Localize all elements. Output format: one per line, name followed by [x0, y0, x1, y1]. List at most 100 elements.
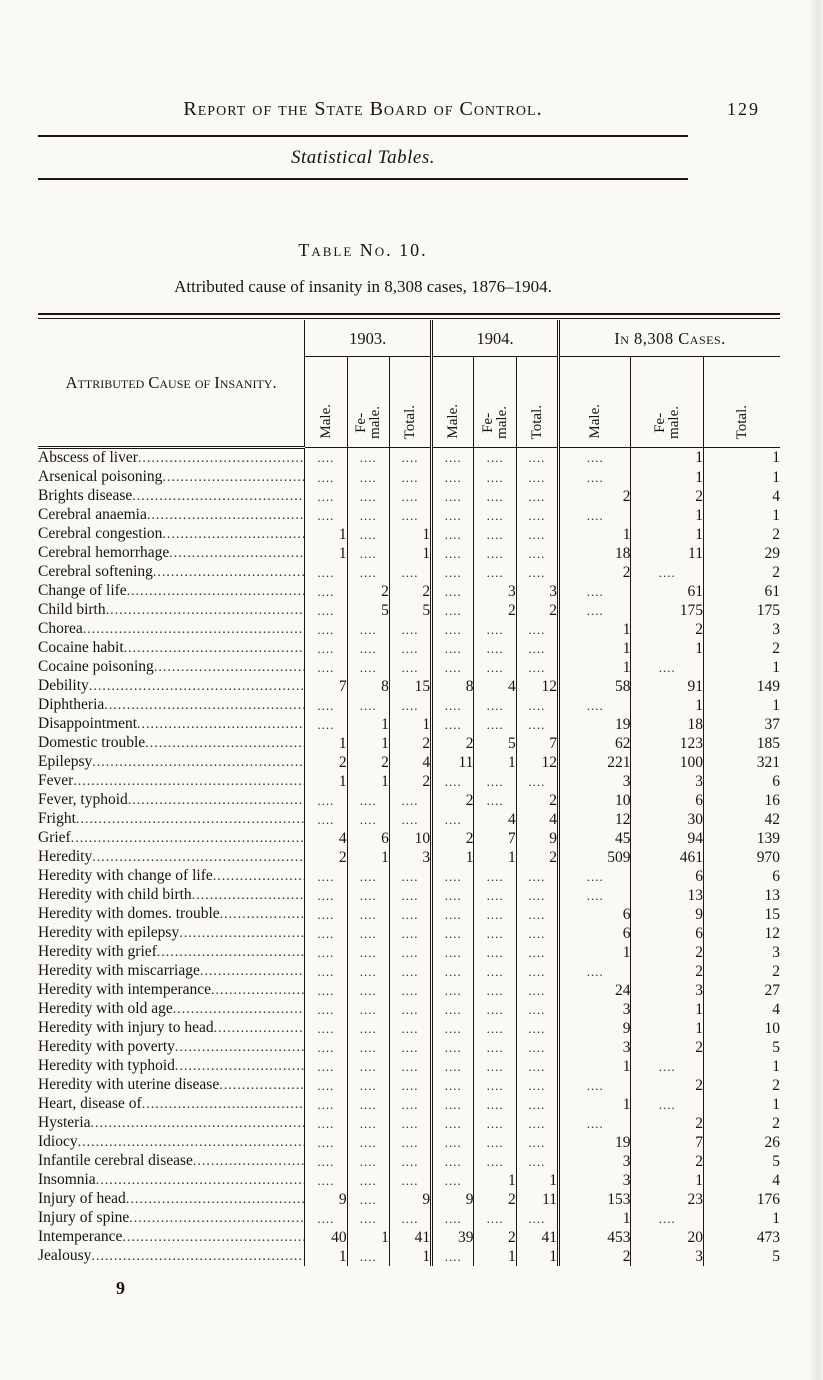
value-cell: ....: [430, 1209, 474, 1228]
dot-leader: [138, 450, 304, 468]
value-cell: 1: [338, 544, 347, 562]
value-cell: 39: [430, 1228, 474, 1247]
row-label: Child birth: [38, 601, 306, 620]
row-label: Diphtheria: [38, 696, 306, 715]
row-label: Heredity: [38, 848, 306, 867]
row-label: Heart, disease of: [38, 1095, 306, 1114]
value-cell: 62: [556, 734, 631, 753]
value-cell: ....: [556, 962, 631, 981]
row-label: Debility: [38, 677, 306, 696]
value-cell: 5: [388, 601, 432, 620]
value-cell: ....: [388, 563, 432, 582]
value-cell: 40: [331, 1228, 347, 1246]
row-label: Cerebral hemorrhage: [38, 544, 306, 563]
table-row: Infantile cerebral disease..............…: [38, 1152, 780, 1171]
table-row: Brights disease........................2…: [38, 487, 780, 506]
col-header-male-1903: Male.: [304, 356, 348, 448]
value-cell: 8: [430, 677, 474, 696]
value-cell: ....: [346, 943, 390, 962]
value-cell: ....: [317, 792, 335, 808]
value-cell: ....: [430, 1152, 474, 1171]
value-cell: ....: [473, 1000, 517, 1019]
value-cell: ....: [473, 487, 517, 506]
value-cell: 1: [702, 696, 780, 715]
value-cell: ....: [430, 639, 474, 658]
value-cell: 1: [702, 506, 780, 525]
value-cell: 1: [556, 1057, 631, 1076]
dot-leader: [71, 830, 304, 848]
value-cell: ....: [556, 1114, 631, 1133]
value-cell: 3: [630, 981, 704, 1000]
value-cell: ....: [430, 1133, 474, 1152]
value-cell: ....: [473, 1095, 517, 1114]
value-cell: ....: [473, 506, 517, 525]
value-cell: 24: [556, 981, 631, 1000]
table-row: Cerebral anaemia........................…: [38, 506, 780, 525]
value-cell: 12: [515, 677, 559, 696]
value-cell: 321: [702, 753, 780, 772]
col-header-total-8308: Total.: [702, 356, 780, 448]
value-cell: 16: [702, 791, 780, 810]
value-cell: ....: [430, 886, 474, 905]
value-cell: 139: [702, 829, 780, 848]
value-cell: ....: [317, 450, 335, 465]
value-cell: 11: [430, 753, 474, 772]
value-cell: 1: [630, 1171, 704, 1190]
value-cell: ....: [346, 867, 390, 886]
value-cell: ....: [515, 1038, 559, 1057]
value-cell: 2: [473, 601, 517, 620]
group-header-1904: 1904.: [430, 320, 559, 357]
value-cell: ....: [346, 639, 390, 658]
value-cell: 18: [556, 544, 631, 563]
running-header: Report of the State Board of Control. 12…: [38, 98, 758, 121]
value-cell: 6: [702, 867, 780, 886]
value-cell: 5: [702, 1152, 780, 1171]
value-cell: 2: [346, 582, 390, 601]
value-cell: ....: [346, 1057, 390, 1076]
value-cell: ....: [473, 447, 517, 468]
value-cell: ....: [346, 525, 390, 544]
value-cell: 13: [630, 886, 704, 905]
dot-leader: [96, 1172, 304, 1190]
value-cell: 3: [556, 1038, 631, 1057]
value-cell: ....: [515, 1209, 559, 1228]
value-cell: ....: [430, 1057, 474, 1076]
value-cell: 1: [473, 753, 517, 772]
value-cell: ....: [473, 981, 517, 1000]
value-cell: ....: [430, 487, 474, 506]
value-cell: 221: [556, 753, 631, 772]
value-cell: ....: [317, 1020, 335, 1036]
value-cell: 2: [473, 1190, 517, 1209]
row-label: Chorea: [38, 620, 306, 639]
col-header-female-1904: Fe- male.: [473, 356, 517, 448]
value-cell: ....: [388, 1019, 432, 1038]
value-cell: 10: [556, 791, 631, 810]
value-cell: ....: [346, 696, 390, 715]
value-cell: ....: [346, 563, 390, 582]
value-cell: 1: [702, 658, 780, 677]
value-cell: ....: [515, 905, 559, 924]
value-cell: ....: [515, 658, 559, 677]
value-cell: ....: [346, 1038, 390, 1057]
row-label: Heredity with injury to head: [38, 1019, 306, 1038]
value-cell: 2: [556, 487, 631, 506]
value-cell: 2: [346, 753, 390, 772]
value-cell: 153: [556, 1190, 631, 1209]
value-cell: 5: [702, 1247, 780, 1266]
value-cell: 6: [346, 829, 390, 848]
value-cell: ....: [430, 506, 474, 525]
value-cell: 8: [346, 677, 390, 696]
table-row: Cerebral softening......................…: [38, 563, 780, 582]
table-row: Chorea........................123: [38, 620, 780, 639]
dot-leader: [76, 811, 304, 829]
value-cell: 41: [515, 1228, 559, 1247]
value-cell: 9: [430, 1190, 474, 1209]
page-title: Report of the State Board of Control.: [183, 98, 543, 120]
col-header-female-8308: Fe- male.: [630, 356, 704, 448]
value-cell: ....: [515, 620, 559, 639]
value-cell: 2: [630, 620, 704, 639]
